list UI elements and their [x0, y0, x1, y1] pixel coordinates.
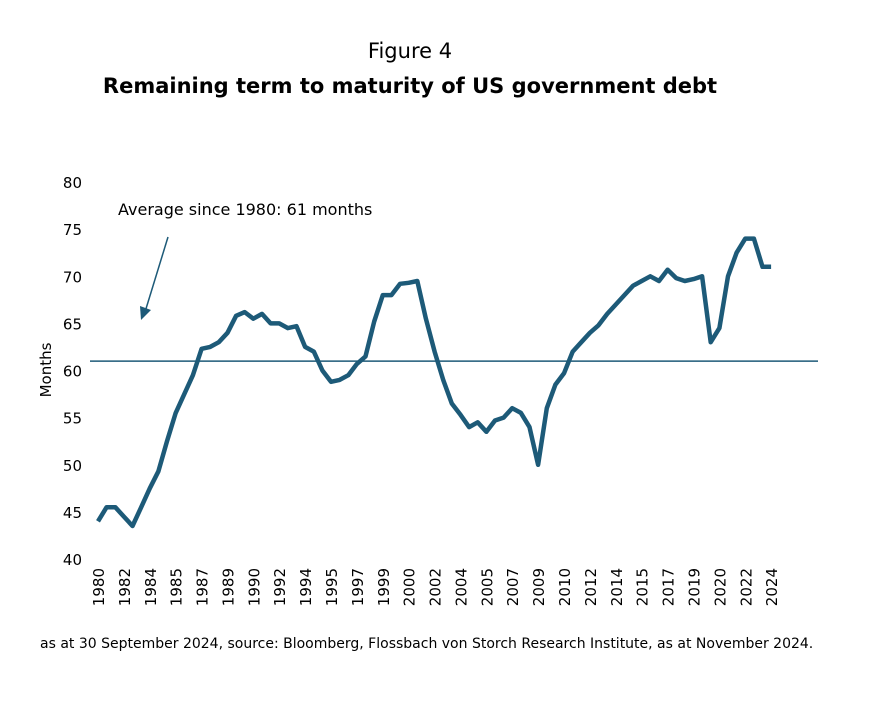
x-tick-label: 1980: [90, 568, 108, 606]
x-tick-label: 1999: [375, 568, 393, 606]
chart-subtitle: Remaining term to maturity of US governm…: [103, 74, 717, 98]
x-tick-label: 2014: [608, 568, 626, 606]
x-tick-label: 1985: [168, 568, 186, 606]
x-tick-label: 1987: [194, 568, 212, 606]
reference-label: Average since 1980: 61 months: [118, 200, 372, 219]
x-tick-label: 2002: [427, 568, 445, 606]
x-tick-label: 2012: [582, 568, 600, 606]
footnote: as at 30 September 2024, source: Bloombe…: [40, 636, 813, 652]
y-tick-label: 75: [63, 221, 82, 239]
y-tick-label: 80: [63, 174, 82, 192]
x-tick-label: 1982: [116, 568, 134, 606]
x-tick-label: 2022: [737, 568, 755, 606]
x-tick-label: 1984: [142, 568, 160, 606]
x-tick-label: 2015: [634, 568, 652, 606]
x-tick-label: 2007: [504, 568, 522, 606]
y-tick-label: 50: [63, 457, 82, 475]
x-tick-label: 2024: [763, 568, 781, 606]
x-tick-label: 1995: [323, 568, 341, 606]
chart-title: Figure 4: [368, 39, 452, 63]
y-axis-label: Months: [37, 342, 55, 397]
x-tick-label: 1989: [219, 568, 237, 606]
y-tick-label: 40: [63, 551, 82, 569]
y-tick-label: 65: [63, 315, 82, 333]
x-tick-label: 2004: [452, 568, 470, 606]
x-tick-label: 2010: [556, 568, 574, 606]
y-tick-label: 70: [63, 268, 82, 286]
x-tick-label: 2020: [711, 568, 729, 606]
x-tick-label: 1992: [271, 568, 289, 606]
y-tick-label: 60: [63, 363, 82, 381]
annotation-arrow: [144, 236, 169, 313]
x-tick-label: 1994: [297, 568, 315, 606]
x-tick-label: 1997: [349, 568, 367, 606]
x-tick-label: 2005: [478, 568, 496, 606]
y-tick-label: 55: [63, 410, 82, 428]
data-line: [96, 236, 772, 529]
x-tick-label: 2017: [660, 568, 678, 606]
x-tick-label: 2009: [530, 568, 548, 606]
x-tick-label: 1990: [245, 568, 263, 606]
y-tick-label: 45: [63, 504, 82, 522]
annotation-arrowhead: [140, 306, 151, 320]
x-tick-label: 2000: [401, 568, 419, 606]
x-tick-label: 2019: [685, 568, 703, 606]
